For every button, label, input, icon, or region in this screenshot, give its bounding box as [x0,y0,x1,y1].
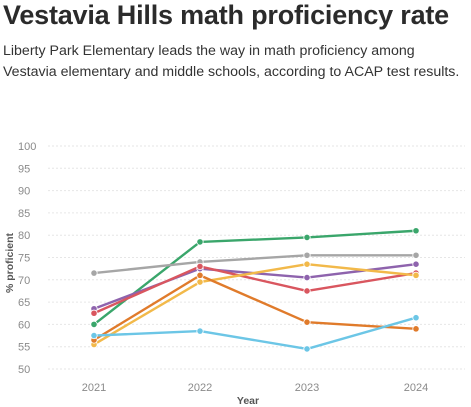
data-point [196,327,204,335]
series-line [92,262,418,346]
y-tick-label: 70 [18,275,30,287]
x-tick-labels: 2021 2022 2023 2024 [82,382,428,394]
series-line [92,265,418,315]
y-tick-label: 80 [18,230,30,242]
series-line [92,254,418,275]
data-point [412,271,420,279]
data-point [303,287,311,295]
y-tick-label: 85 [18,208,30,220]
data-point [196,238,204,246]
chart-title: Vestavia Hills math proficiency rate [3,0,449,30]
y-tick-label: 75 [18,253,30,265]
data-point [303,273,311,282]
series-line [92,229,418,326]
data-point [90,309,98,317]
x-tick-label: 2021 [82,382,106,394]
data-point [303,345,311,353]
data-point [412,227,420,235]
data-point [303,233,311,242]
data-point [412,260,420,268]
data-point [90,331,98,340]
chart-subtitle: Liberty Park Elementary leads the way in… [3,43,460,80]
data-point [303,260,311,268]
x-tick-label: 2023 [295,382,319,394]
x-axis-title: Year [237,395,259,407]
series-line [92,274,418,342]
data-point [196,271,204,279]
data-point [90,269,98,277]
data-point [412,251,420,259]
x-tick-label: 2022 [188,382,212,394]
data-point [196,278,204,286]
y-tick-label: 55 [18,342,30,354]
data-point [412,314,420,322]
series-lines [92,229,418,351]
y-tick-label: 100 [18,141,36,153]
data-point [412,325,420,333]
y-tick-label: 65 [18,297,30,309]
y-tick-label: 90 [18,186,30,198]
data-point [90,320,98,328]
y-tick-label: 60 [18,319,30,331]
series-line [92,316,418,351]
data-point [303,251,311,259]
y-tick-label: 95 [18,163,30,175]
y-axis-title: % proficient [4,232,16,293]
x-tick-label: 2024 [404,382,428,394]
data-point [303,318,311,326]
series-points [90,227,420,353]
y-tick-labels: 50 55 60 65 70 75 80 85 90 95 100 [18,141,36,376]
data-point [196,262,204,271]
y-tick-label: 50 [18,364,30,376]
